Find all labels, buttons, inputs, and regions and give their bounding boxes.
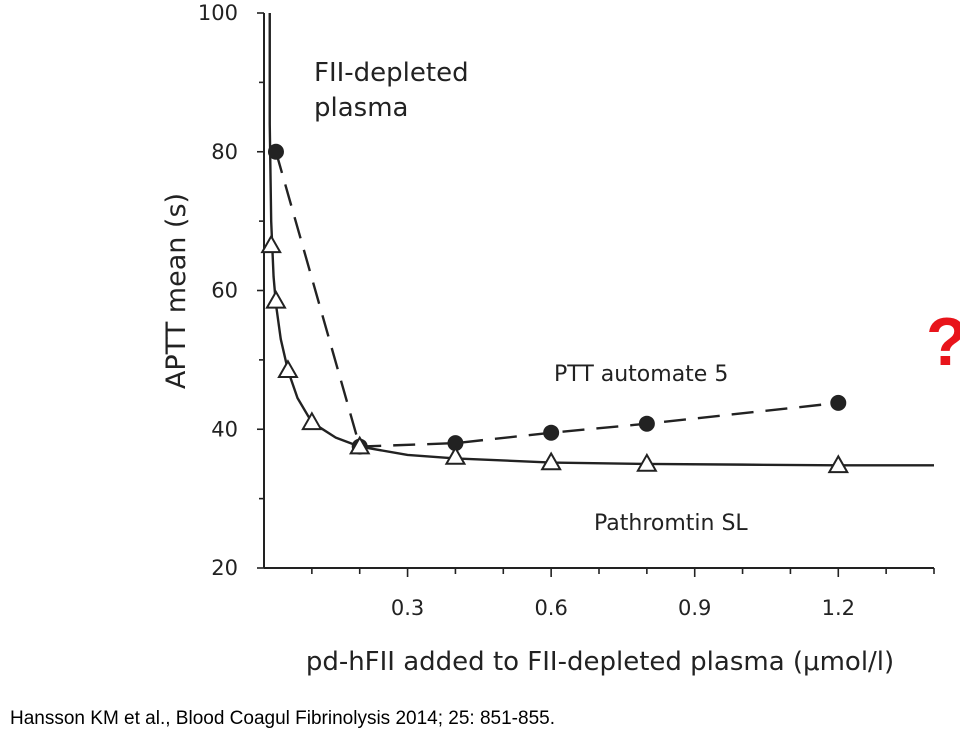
x-axis-ticks: 0.3 0.6 0.9 1.2 xyxy=(311,568,935,620)
pathromtin-sl-point xyxy=(444,445,467,465)
y-axis-title: APTT mean (s) xyxy=(161,193,192,389)
x-tick-label: 0.3 xyxy=(391,596,424,620)
x-tick-label: 1.2 xyxy=(822,596,855,620)
x-axis-title: pd-hFII added to FII-depleted plasma (μm… xyxy=(306,647,894,677)
ptt-automate-5-point xyxy=(638,415,655,432)
ptt-automate-5-point xyxy=(267,143,284,160)
series-markers xyxy=(260,143,850,474)
pathromtin-sl-point xyxy=(277,359,299,379)
ptt-automate-5-point xyxy=(830,394,847,411)
series-line-pathromtin-sl xyxy=(268,13,934,467)
x-tick-label: 0.9 xyxy=(678,596,711,620)
pathromtin-sl-point xyxy=(348,435,371,455)
pathromtin-sl-point xyxy=(260,234,282,254)
y-axis-ticks: 20 40 60 80 100 xyxy=(198,1,264,580)
pathromtin-sl-point xyxy=(636,452,658,472)
pathromtin-sl-point xyxy=(540,451,562,471)
series-lines xyxy=(268,13,934,467)
citation-text: Hansson KM et al., Blood Coagul Fibrinol… xyxy=(10,708,555,729)
y-tick-label: 40 xyxy=(211,417,238,441)
series-line-ptt-automate-5 xyxy=(274,151,839,448)
aptt-chart: 20 40 60 80 100 0.3 0.6 0.9 1.2 APTT mean (s) p… xyxy=(161,1,935,677)
annotation-plasma: plasma xyxy=(314,93,408,123)
ptt-automate-5-point xyxy=(447,435,464,452)
ptt-automate-5-point xyxy=(543,424,560,441)
x-tick-label: 0.6 xyxy=(534,596,567,620)
y-tick-label: 100 xyxy=(198,1,238,25)
pathromtin-sl-point xyxy=(301,411,323,431)
pathromtin-sl-point xyxy=(827,454,850,474)
y-tick-label: 60 xyxy=(211,279,238,303)
legend-pathromtin-sl: Pathromtin SL xyxy=(594,511,748,536)
legend-ptt-automate-5: PTT automate 5 xyxy=(554,362,728,387)
annotation-fii-depleted: FII-depleted xyxy=(314,58,469,88)
question-mark: ? xyxy=(926,308,960,376)
pathromtin-sl-point xyxy=(265,289,287,309)
y-tick-label: 80 xyxy=(211,140,238,164)
y-tick-label: 20 xyxy=(211,556,238,580)
